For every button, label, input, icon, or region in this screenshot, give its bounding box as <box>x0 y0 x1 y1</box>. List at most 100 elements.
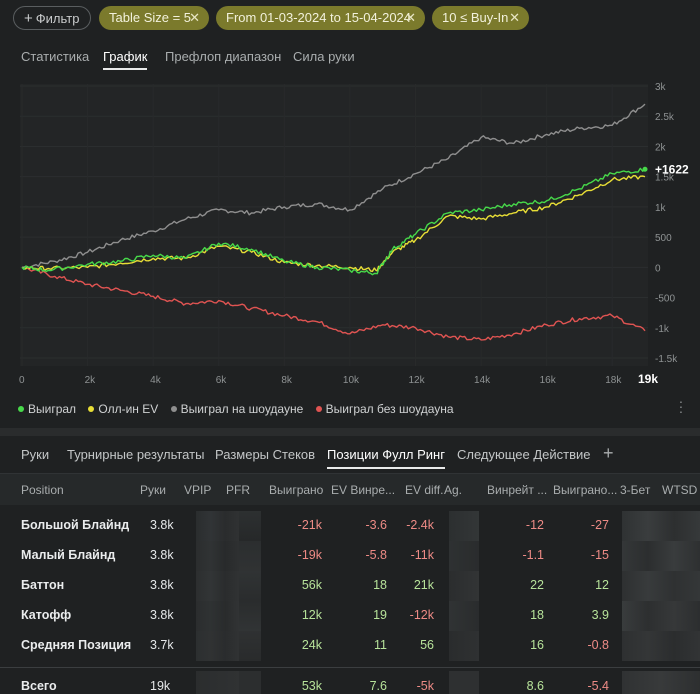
tab-next-action[interactable]: Следующее Действие <box>457 447 591 462</box>
ev-diff-value: -12k <box>409 608 434 622</box>
col-wtsd[interactable]: WTSD <box>662 483 698 497</box>
close-icon[interactable]: ✕ <box>405 10 416 25</box>
y-tick-label: -1k <box>655 324 670 335</box>
filter-chip-buy-in[interactable]: 10 ≤ Buy-In ✕ <box>432 6 529 30</box>
blurred-cell <box>196 511 240 541</box>
section-divider <box>0 428 700 436</box>
detail-tabs: Руки Турнирные результаты Размеры Стеков… <box>0 438 700 470</box>
col-pfr[interactable]: PFR <box>226 483 250 497</box>
won-2-value: -0.8 <box>587 638 609 652</box>
ev-winrate-value: 19 <box>373 608 387 622</box>
col-3bet[interactable]: 3-Бет <box>620 483 651 497</box>
hands-value: 3.8k <box>150 548 174 562</box>
won-value: -19k <box>297 548 322 562</box>
x-tick-label: 2k <box>85 375 97 386</box>
y-axis: 3k 2.5k 2k 1.5k 1k 500 0 -500 -1k -1.5k <box>655 82 678 365</box>
won-2-value: 12 <box>595 578 609 592</box>
blurred-cell <box>622 671 700 694</box>
won-value: 56k <box>301 578 322 592</box>
col-hands[interactable]: Руки <box>140 483 166 497</box>
more-options-icon[interactable]: · · · <box>678 393 684 419</box>
ev-diff-value: 56 <box>420 638 434 652</box>
col-ev-diff[interactable]: EV diff. <box>405 483 444 497</box>
won-2-value: -15 <box>590 548 609 562</box>
winrate-value: 22 <box>530 578 544 592</box>
ev-diff-value: -2.4k <box>406 518 434 532</box>
x-tick-label: 10k <box>343 375 360 386</box>
table-header: Position Руки VPIP PFR Выиграно EV Винре… <box>0 473 700 505</box>
ev-winrate-value: 18 <box>373 578 387 592</box>
hands-value: 3.8k <box>150 518 174 532</box>
col-won[interactable]: Выиграно <box>269 483 324 497</box>
table-total-row[interactable]: Всего 19k 53k 7.6 -5k 8.6 -5.4 <box>0 671 700 694</box>
legend-item-allin-ev[interactable]: Олл-ин EV <box>88 402 158 416</box>
tab-preflop-range[interactable]: Префлоп диапазон <box>165 49 282 64</box>
tab-stack-sizes[interactable]: Размеры Стеков <box>215 447 316 462</box>
x-tick-label: 16k <box>540 375 557 386</box>
blurred-cell <box>196 601 240 631</box>
legend-dot <box>315 406 322 412</box>
blurred-cell <box>622 601 700 631</box>
position-name: Большой Блайнд <box>21 518 130 532</box>
legend-item-showdown[interactable]: Выиграл на шоудауне <box>170 402 303 416</box>
won-2-value: 3.9 <box>591 608 609 622</box>
legend-item-won[interactable]: Выиграл <box>18 402 76 416</box>
blurred-cell <box>239 631 261 661</box>
y-tick-label: -1.5k <box>655 354 678 365</box>
table-row[interactable]: Катофф 3.8k 12k 19 -12k 18 3.9 <box>0 601 700 631</box>
filter-chip-table-size[interactable]: Table Size = 5 ✕ <box>99 6 209 30</box>
ev-diff-value: 21k <box>413 578 434 592</box>
blurred-cell <box>622 631 700 661</box>
tab-full-ring-positions[interactable]: Позиции Фулл Ринг <box>327 447 445 469</box>
ev-winrate-value: -3.6 <box>365 518 387 532</box>
end-point-marker <box>642 166 648 172</box>
col-ev-winrate[interactable]: EV Винре... <box>331 483 396 497</box>
table-row[interactable]: Большой Блайнд 3.8k -21k -3.6 -2.4k -12 … <box>0 511 700 541</box>
blurred-cell <box>449 541 479 571</box>
close-icon[interactable]: ✕ <box>509 10 520 25</box>
table-row[interactable]: Баттон 3.8k 56k 18 21k 22 12 <box>0 571 700 601</box>
y-tick-label: 2k <box>655 142 667 153</box>
position-name: Всего <box>21 679 57 693</box>
tab-hand-strength[interactable]: Сила руки <box>293 49 355 64</box>
filter-chip-date-range[interactable]: From 01-03-2024 to 15-04-2024 ✕ <box>216 6 425 30</box>
col-aggression[interactable]: Ag. <box>444 483 463 497</box>
col-won-2[interactable]: Выиграно... <box>553 483 618 497</box>
y-tick-label: 1.5k <box>655 173 675 184</box>
blurred-cell <box>239 601 261 631</box>
plot-area <box>20 84 648 366</box>
col-position[interactable]: Position <box>21 483 64 497</box>
legend-item-non-showdown[interactable]: Выиграл без шоудауна <box>315 402 454 416</box>
tab-tournament-results[interactable]: Турнирные результаты <box>67 447 205 462</box>
series-line-3 <box>21 266 646 341</box>
legend-dot <box>170 406 177 412</box>
x-axis: 0 2k 4k 6k 8k 10k 12k 14k 16k 18k <box>19 375 622 386</box>
blurred-cell <box>196 671 240 694</box>
add-tab-button[interactable]: + <box>603 443 614 463</box>
tab-hands[interactable]: Руки <box>21 447 50 462</box>
blurred-cell <box>196 541 240 571</box>
tab-statistics[interactable]: Статистика <box>21 49 90 64</box>
total-divider <box>0 667 700 668</box>
col-winrate[interactable]: Винрейт ... <box>487 483 548 497</box>
blurred-cell <box>239 671 261 694</box>
table-row[interactable]: Средняя Позиция 3.7k 24k 11 56 16 -0.8 <box>0 631 700 661</box>
winrate-value: 16 <box>530 638 544 652</box>
col-vpip[interactable]: VPIP <box>184 483 212 497</box>
results-graph: 3k 2.5k 2k 1.5k 1k 500 0 -500 -1k -1.5k 0 2k 4k 6k 8k… <box>19 82 689 386</box>
table-row[interactable]: Малый Блайнд 3.8k -19k -5.8 -11k -1.1 -1… <box>0 541 700 571</box>
y-tick-label: 2.5k <box>655 112 675 123</box>
blurred-cell <box>622 571 700 601</box>
hands-value: 19k <box>150 679 171 693</box>
close-icon[interactable]: ✕ <box>189 10 200 25</box>
tab-graph[interactable]: График <box>103 49 148 70</box>
blurred-cell <box>449 511 479 541</box>
x-tick-label: 12k <box>408 375 425 386</box>
won-value: 12k <box>301 608 322 622</box>
position-name: Катофф <box>21 608 72 622</box>
add-filter-button[interactable]: + Фильтр <box>13 6 91 30</box>
blurred-cell <box>196 571 240 601</box>
filter-bar: + Фильтр Table Size = 5 ✕ From 01-03-2024… <box>0 0 700 38</box>
report-tabs: Статистика График Префлоп диапазон Сила … <box>0 40 700 70</box>
position-name: Баттон <box>21 578 65 592</box>
